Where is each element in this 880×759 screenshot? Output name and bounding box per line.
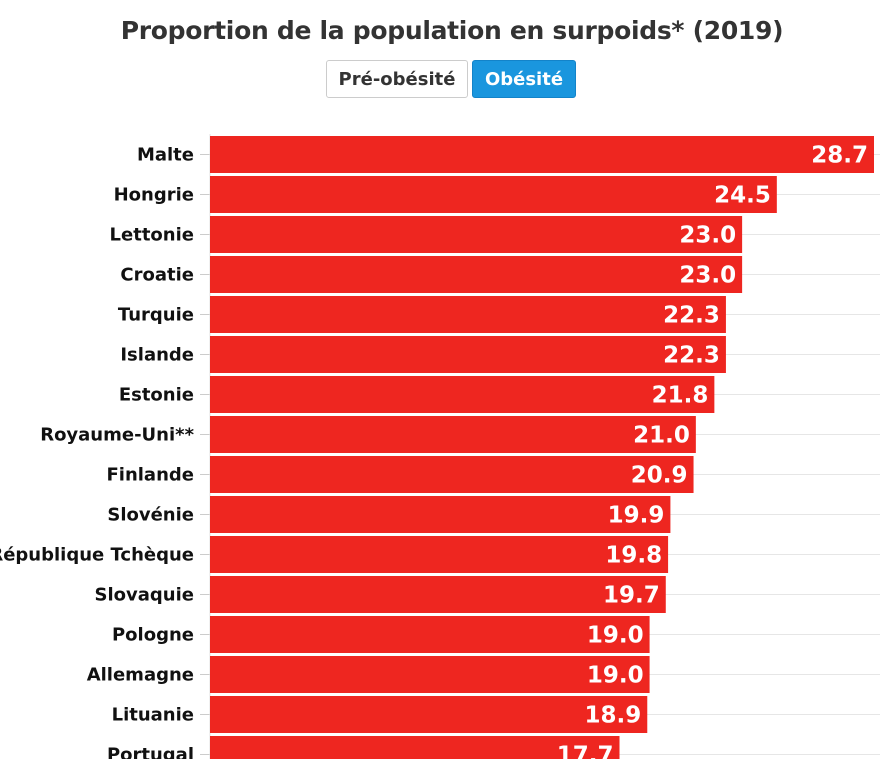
category-label: Lituanie xyxy=(112,705,194,726)
bar xyxy=(210,696,648,733)
bar xyxy=(210,216,743,253)
data-label: 19.0 xyxy=(587,663,644,689)
pre-obesity-button[interactable]: Pré-obésité xyxy=(326,60,468,98)
category-label: Slovaquie xyxy=(95,585,194,606)
data-label: 19.8 xyxy=(605,543,662,569)
bar xyxy=(210,456,694,493)
bar xyxy=(210,656,650,693)
toggle-group: Pré-obésité Obésité xyxy=(326,60,576,98)
data-label: 24.5 xyxy=(714,183,771,209)
data-label: 21.0 xyxy=(633,423,690,449)
category-label: Croatie xyxy=(120,265,194,286)
bar xyxy=(210,576,666,613)
data-label: 21.8 xyxy=(652,383,709,409)
chart-title: Proportion de la population en surpoids*… xyxy=(120,16,784,45)
bar xyxy=(210,376,715,413)
category-label: Royaume-Uni** xyxy=(40,425,194,446)
category-label: Lettonie xyxy=(110,225,194,246)
obesity-button[interactable]: Obésité xyxy=(472,60,576,98)
category-label: Slovénie xyxy=(107,505,194,526)
category-label: Allemagne xyxy=(87,665,194,686)
bar xyxy=(210,296,726,333)
bar xyxy=(210,176,777,213)
bar xyxy=(210,256,743,293)
category-label: Islande xyxy=(120,345,194,366)
bar xyxy=(210,496,671,533)
data-label: 17.7 xyxy=(557,743,614,759)
data-label: 18.9 xyxy=(585,703,642,729)
category-label: Estonie xyxy=(119,385,194,406)
data-label: 28.7 xyxy=(811,143,868,169)
category-label: Finlande xyxy=(106,465,194,486)
data-label: 19.9 xyxy=(608,503,665,529)
data-label: 20.9 xyxy=(631,463,688,489)
data-label: 19.0 xyxy=(587,623,644,649)
data-label: 22.3 xyxy=(663,303,720,329)
data-label: 22.3 xyxy=(663,343,720,369)
bar xyxy=(210,416,696,453)
bar xyxy=(210,336,726,373)
category-label: Hongrie xyxy=(114,185,194,206)
category-label: Malte xyxy=(137,145,194,166)
category-label: République Tchèque xyxy=(0,545,194,566)
category-label: Turquie xyxy=(118,305,194,326)
data-label: 23.0 xyxy=(679,263,736,289)
bar xyxy=(210,736,620,759)
category-label: Pologne xyxy=(112,625,194,646)
bar xyxy=(210,616,650,653)
bar xyxy=(210,136,874,173)
category-label: Portugal xyxy=(107,745,194,759)
data-label: 23.0 xyxy=(679,223,736,249)
bar xyxy=(210,536,669,573)
data-label: 19.7 xyxy=(603,583,660,609)
